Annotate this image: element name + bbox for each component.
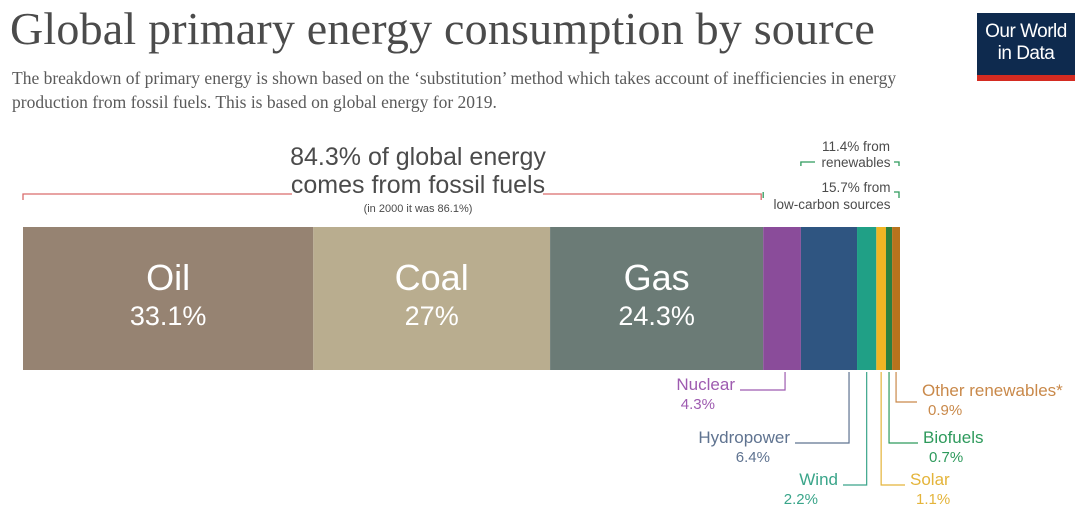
chart-title: Global primary energy consumption by sou… [10,3,875,54]
bar-coal[interactable] [313,227,551,370]
value-nuclear: 4.3% [681,396,715,413]
leader-nuclear [740,372,786,391]
bar-biofuels[interactable] [885,227,893,370]
fossil-bracket-left [22,193,292,200]
leader-hydropower [795,372,850,444]
bar-solar[interactable] [876,227,886,370]
label-solar: Solar [910,470,950,489]
label-other-renewables: Other renewables* [922,381,1063,400]
leader-wind [843,372,868,486]
label-hydropower: Hydropower [698,428,790,447]
lowcarbon-annotation-line-1: 15.7% from [821,180,890,195]
bar-value-gas: 24.3% [618,301,695,331]
fossil-annotation-line-2: comes from fossil fuels [291,171,545,199]
leader-biofuels [888,372,918,444]
label-wind: Wind [799,470,838,489]
value-wind: 2.2% [784,491,818,506]
bar-hydropower[interactable] [800,227,858,370]
fossil-annotation-note: (in 2000 it was 86.1%) [364,203,473,215]
annotation-brackets [22,161,900,200]
logo-line-1: Our World [985,21,1067,42]
fossil-annotation-line-1: 84.3% of global energy [290,143,546,171]
label-biofuels: Biofuels [923,428,983,447]
bar-label-gas: Gas [624,257,690,298]
bar-value-coal: 27% [405,301,459,331]
fossil-bracket-right [543,193,762,200]
bar-gas[interactable] [550,227,764,370]
renewables-bracket-left [800,161,815,166]
value-other-renewables: 0.9% [928,402,962,419]
bar-other-renewables[interactable] [892,227,900,370]
leader-lines [740,372,918,486]
bar-nuclear[interactable] [763,227,801,370]
bar-wind[interactable] [857,227,877,370]
bar-label-coal: Coal [395,257,469,298]
value-biofuels: 0.7% [929,449,963,466]
bar-label-oil: Oil [146,257,190,298]
renewables-annotation-line-2: renewables [821,155,890,170]
value-hydropower: 6.4% [736,449,770,466]
lowcarbon-bracket-right [894,191,900,198]
logo-line-2: in Data [997,43,1055,64]
outer-labels: Nuclear 4.3% Hydropower 6.4% Wind 2.2% Solar 1.… [676,375,1063,506]
leader-solar [880,372,905,486]
bar-value-oil: 33.1% [130,301,207,331]
chart-subtitle: The breakdown of primary energy is shown… [12,68,897,112]
bar-segments [23,227,900,370]
label-nuclear: Nuclear [676,375,735,394]
bar-oil[interactable] [23,227,314,370]
owid-logo[interactable]: Our World in Data [977,13,1075,81]
value-solar: 1.1% [916,491,950,506]
leader-other-renewables [895,372,917,403]
renewables-annotation-line-1: 11.4% from [822,139,890,154]
renewables-bracket-right [894,161,900,166]
lowcarbon-annotation-line-2: low-carbon sources [773,197,890,212]
